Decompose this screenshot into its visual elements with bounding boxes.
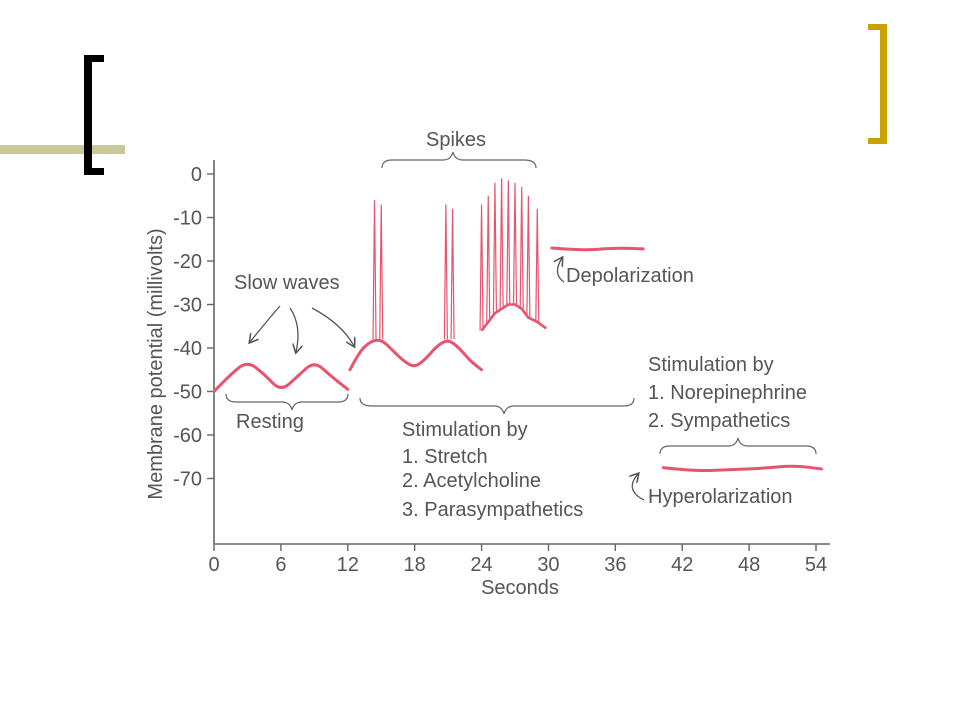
spike (486, 195, 491, 322)
x-tick-label: 48 (738, 554, 760, 576)
slow-waves-label: Slow waves (234, 272, 340, 294)
y-tick-label: -30 (173, 295, 202, 317)
spike (372, 200, 377, 340)
spike (519, 187, 524, 309)
depolarization-label: Depolarization (566, 265, 694, 287)
spike (450, 208, 455, 340)
slow-waves-arrow-2 (289, 307, 298, 352)
x-tick-label: 0 (208, 554, 219, 576)
trace-resting (212, 362, 350, 393)
spike (479, 204, 484, 331)
spike (492, 182, 498, 314)
resting-label: Resting (236, 411, 304, 433)
x-tick-label: 42 (671, 554, 693, 576)
right-bracket-decoration (880, 24, 887, 144)
slow-waves-arrow-3 (311, 307, 354, 346)
y-tick-label: -70 (173, 469, 202, 491)
spike-burst-baseline (480, 303, 547, 332)
y-tick-label: -20 (173, 251, 202, 273)
sympathetic-brace (659, 437, 817, 455)
y-tick-label: -50 (173, 382, 202, 404)
y-tick-label: -60 (173, 425, 202, 447)
y-tick-label: -10 (173, 208, 202, 230)
stimulation-brace (359, 397, 635, 415)
membrane-potential-chart: 0 -10 -20 -30 -40 -50 -60 -70 0 6 12 18 24 30 36 42 48 5… (145, 129, 830, 599)
resting-brace (225, 393, 349, 411)
y-ticks: 0 -10 -20 -30 -40 -50 -60 -70 (173, 164, 214, 491)
y-tick-label: -40 (173, 338, 202, 360)
stim-parasym-heading: Stimulation by (402, 419, 528, 441)
right-bracket-bottom-cap (868, 138, 887, 144)
chart-panel: 0 -10 -20 -30 -40 -50 -60 -70 0 6 12 18 24 30 36 42 48 5… (130, 124, 850, 606)
y-tick-label: 0 (191, 164, 202, 186)
spike (443, 204, 448, 340)
hyperpolarization-arrow (632, 474, 645, 501)
spike (379, 204, 384, 340)
stim-sym-heading: Stimulation by (648, 354, 774, 376)
left-bracket-bottom-cap (84, 168, 104, 175)
left-bracket-decoration (84, 55, 92, 175)
x-tick-label: 12 (337, 554, 359, 576)
trace-stimulation (348, 338, 484, 372)
hyperpolarization-label: Hyperolarization (648, 486, 793, 508)
trace-depolarization (550, 246, 645, 252)
depolarization-arrow (557, 258, 565, 283)
stim-sym-item-1: 1. Norepinephrine (648, 382, 807, 404)
x-tick-label: 24 (470, 554, 492, 576)
spike-group (372, 178, 547, 340)
stim-sym-item-2: 2. Sympathetics (648, 410, 790, 432)
x-tick-label: 6 (275, 554, 286, 576)
spike (506, 180, 511, 305)
spike (535, 208, 540, 322)
spike (526, 195, 531, 318)
left-bracket-top-cap (84, 55, 104, 62)
y-axis-label: Membrane potential (millivolts) (145, 228, 167, 499)
right-bracket-top-cap (868, 24, 887, 30)
traces (212, 246, 824, 473)
x-tick-label: 36 (604, 554, 626, 576)
stim-parasym-item-1: 1. Stretch (402, 446, 488, 468)
x-tick-label: 18 (404, 554, 426, 576)
stim-parasym-item-3: 3. Parasympathetics (402, 499, 583, 521)
x-axis-label: Seconds (481, 577, 559, 599)
trace-hyperpolarization (661, 464, 824, 473)
x-tick-label: 54 (805, 554, 827, 576)
spike (512, 182, 518, 305)
spike (499, 178, 504, 309)
spikes-label: Spikes (426, 129, 486, 151)
spikes-brace (381, 151, 537, 169)
x-tick-label: 30 (537, 554, 559, 576)
olive-accent-bar (0, 145, 125, 154)
x-ticks: 0 6 12 18 24 30 36 42 48 54 (208, 544, 827, 576)
slow-waves-arrow-1 (250, 305, 281, 342)
stim-parasym-item-2: 2. Acetylcholine (402, 470, 541, 492)
